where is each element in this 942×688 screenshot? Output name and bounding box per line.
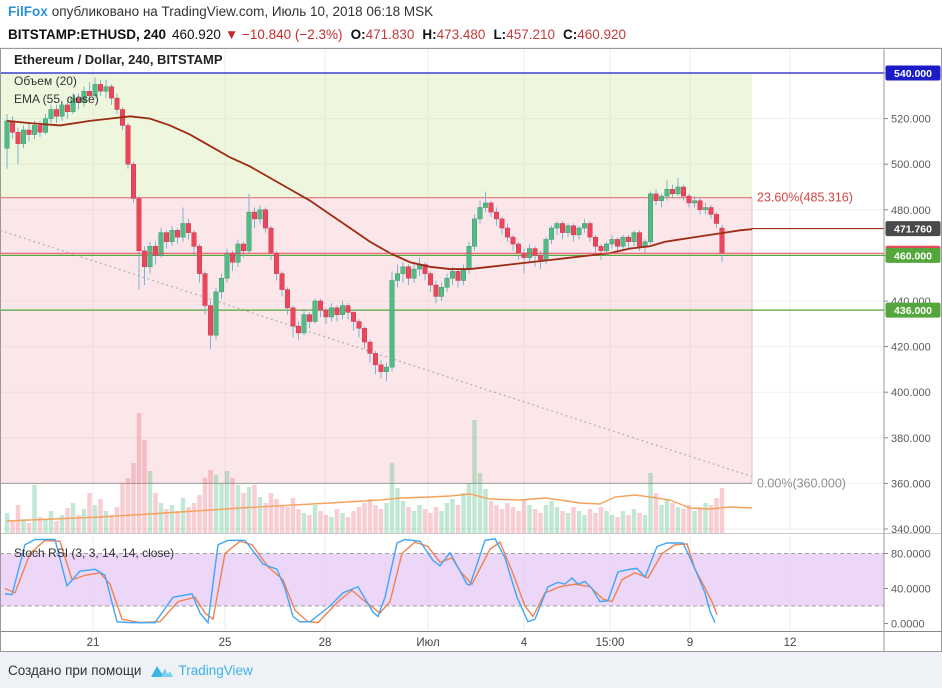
svg-text:460.000: 460.000 (894, 250, 932, 262)
low-value: L:457.210 (493, 27, 555, 42)
high-value: H:473.480 (422, 27, 486, 42)
price-badge (885, 247, 941, 263)
svg-text:28: 28 (319, 637, 332, 649)
svg-text:25: 25 (219, 637, 232, 649)
stoch-k-line (4, 537, 716, 625)
svg-text:360.000: 360.000 (891, 478, 931, 490)
svg-text:500.000: 500.000 (891, 159, 931, 171)
time-axis[interactable]: 21 25 28 Июл 4 15:00 9 12 (0, 631, 942, 650)
candles (4, 77, 725, 381)
svg-text:540.000: 540.000 (894, 68, 932, 80)
price-change: −10.840 (−2.3%) (241, 27, 343, 42)
svg-text:436.000: 436.000 (894, 305, 932, 317)
svg-text:340.000: 340.000 (891, 524, 931, 536)
svg-text:40.0000: 40.0000 (891, 584, 931, 596)
volume-ma-line (6, 493, 753, 522)
created-with-text: Создано при помощи (8, 662, 142, 678)
stoch-d-line (4, 539, 718, 624)
svg-text:15:00: 15:00 (596, 637, 625, 649)
volume-bars (4, 413, 725, 533)
publisher-name[interactable]: FilFox (8, 4, 48, 19)
price-badge (885, 221, 941, 237)
svg-text:9: 9 (687, 637, 693, 649)
down-arrow-icon: ▼ (224, 27, 239, 42)
price-axis[interactable]: 540.000520.000500.000480.000460.000440.0… (884, 48, 942, 652)
chart-area[interactable]: Ethereum / Dollar, 240, BITSTAMP Объем (… (0, 48, 942, 652)
price-badge (885, 65, 941, 81)
svg-text:400.000: 400.000 (891, 387, 931, 399)
svg-text:21: 21 (87, 637, 100, 649)
svg-text:480.000: 480.000 (891, 205, 931, 217)
svg-text:0.0000: 0.0000 (891, 619, 925, 631)
svg-text:471.760: 471.760 (894, 224, 932, 236)
svg-text:80.0000: 80.0000 (891, 549, 931, 561)
tradingview-logo-icon[interactable] (151, 662, 174, 678)
attribution-text: опубликовано на TradingView.com, Июль 10… (51, 4, 434, 19)
svg-text:520.000: 520.000 (891, 114, 931, 126)
svg-text:23.60%(485.316): 23.60%(485.316) (757, 191, 853, 205)
footer: Создано при помощи TradingView (0, 652, 942, 688)
svg-text:420.000: 420.000 (891, 342, 931, 354)
close-value: C:460.920 (563, 27, 627, 42)
svg-text:Июл: Июл (416, 637, 439, 649)
last-price: 460.920 (172, 27, 221, 42)
symbol-name: BITSTAMP:ETHUSD, 240 (8, 27, 167, 42)
chart-canvas[interactable]: 23.60%(485.316) 0.00%(360.000) 540.000 520.… (0, 48, 942, 652)
attribution-bar: FilFox опубликовано на TradingView.com, И… (0, 0, 942, 24)
svg-text:12: 12 (784, 637, 797, 649)
open-value: O:471.830 (350, 27, 415, 42)
tradingview-link[interactable]: TradingView (178, 662, 253, 678)
price-badge (885, 302, 941, 318)
ema-line (6, 115, 753, 270)
svg-text:0.00%(360.000): 0.00%(360.000) (757, 476, 846, 490)
symbol-info-bar: BITSTAMP:ETHUSD, 240 460.920 ▼ −10.840 (−2… (0, 24, 942, 47)
svg-text:380.000: 380.000 (891, 433, 931, 445)
svg-text:4: 4 (521, 637, 528, 649)
stoch-pane (0, 537, 884, 625)
